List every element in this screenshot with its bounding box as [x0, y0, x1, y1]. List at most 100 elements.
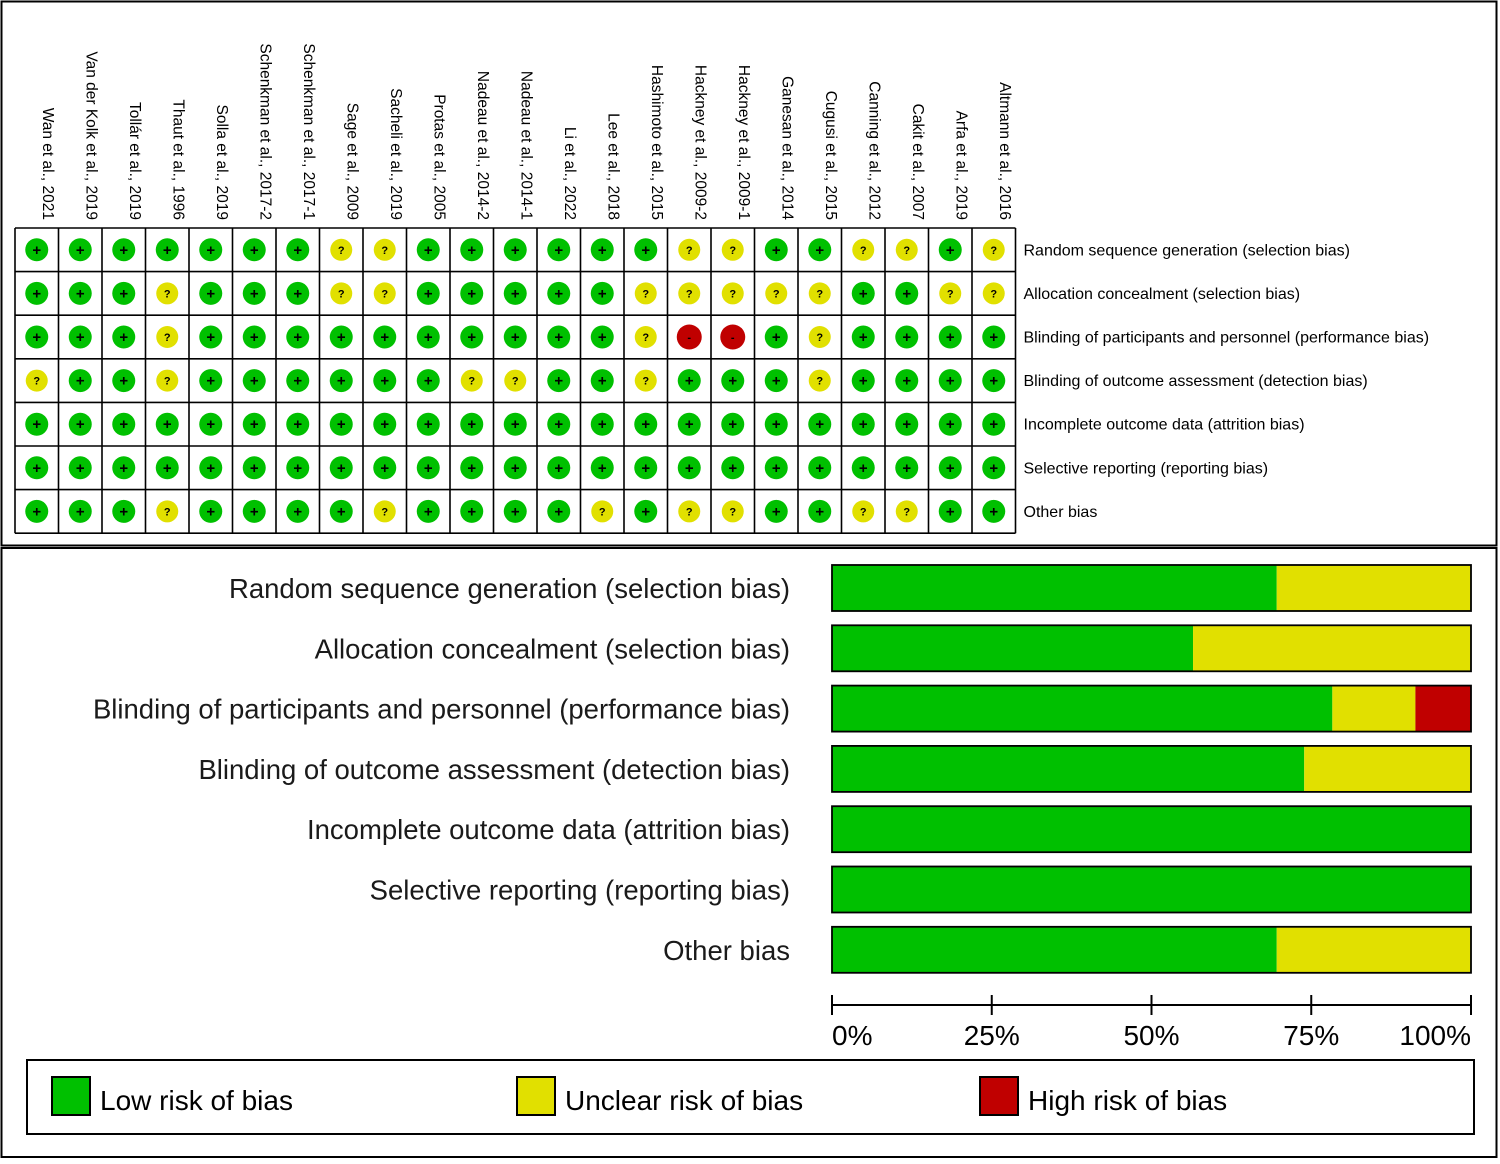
judgement-circle [112, 325, 136, 349]
judgement-cell-unclear: ? [373, 500, 396, 523]
judgement-cell-unclear: ? [678, 238, 701, 261]
category-label: Other bias [663, 935, 790, 966]
judgement-circle [678, 500, 701, 523]
judgement-cell-low: + [460, 238, 484, 262]
judgement-circle [938, 412, 962, 436]
bar-outline [831, 684, 1472, 733]
judgement-circle [112, 456, 136, 480]
judgement-cell-unclear: ? [852, 238, 875, 261]
judgement-cell-low: + [373, 369, 397, 393]
judgement-symbol: + [772, 503, 781, 520]
judgement-cell-low: + [329, 499, 353, 523]
judgement-circle [590, 325, 614, 349]
judgement-symbol: + [598, 329, 607, 346]
judgement-symbol: + [554, 242, 563, 259]
judgement-cell-low: + [155, 412, 179, 436]
judgement-symbol: + [728, 416, 737, 433]
study-label: Ganesan et al., 2014 [778, 76, 795, 220]
judgement-symbol: + [989, 503, 998, 520]
judgement-cell-unclear: ? [808, 326, 831, 348]
judgement-cell-unclear: ? [504, 369, 527, 392]
judgement-symbol: + [76, 416, 85, 433]
judgement-cell-low: + [416, 281, 440, 305]
judgement-circle [982, 369, 1006, 393]
judgement-cell-low: + [721, 369, 745, 393]
judgement-symbol: + [902, 329, 911, 346]
judgement-cell-low: + [764, 412, 788, 436]
judgement-cell-low: + [764, 238, 788, 262]
judgement-circle [677, 456, 701, 480]
judgement-circle [590, 412, 614, 436]
judgement-cell-low: + [982, 456, 1006, 480]
judgement-circle [851, 456, 875, 480]
judgement-symbol: ? [512, 376, 519, 388]
judgement-symbol: + [685, 373, 694, 390]
bar-outline [831, 805, 1472, 854]
judgement-cell-low: + [982, 325, 1006, 349]
judgement-circle [590, 238, 614, 262]
judgement-symbol: + [859, 460, 868, 477]
judgement-symbol: + [32, 503, 41, 520]
judgement-circle [547, 412, 571, 436]
judgement-circle [416, 412, 440, 436]
judgement-circle [112, 238, 136, 262]
judgement-circle [155, 456, 179, 480]
judgement-circle [764, 499, 788, 523]
judgement-cell-low: + [547, 369, 571, 393]
judgement-symbol: + [902, 373, 911, 390]
judgement-cell-low: + [25, 238, 49, 262]
judgement-symbol: + [206, 460, 215, 477]
judgement-cell-low: + [242, 369, 266, 393]
judgement-cell-low: + [851, 456, 875, 480]
study-label: Nadeau et al., 2014-1 [517, 71, 534, 220]
judgement-cell-low: + [895, 456, 919, 480]
judgement-circle [721, 456, 745, 480]
judgement-circle [504, 369, 527, 392]
judgement-cell-low: + [677, 369, 701, 393]
study-label: Hackney et al., 2009-1 [735, 65, 752, 220]
judgement-cell-low: + [68, 325, 92, 349]
judgement-circle [938, 456, 962, 480]
bar-segment-low [832, 926, 1277, 973]
judgement-symbol: ? [381, 245, 388, 257]
judgement-symbol: + [76, 285, 85, 302]
judgement-circle [721, 500, 744, 523]
judgement-symbol: + [467, 329, 476, 346]
judgement-symbol: + [32, 285, 41, 302]
bar-segment-unclear [1276, 565, 1471, 611]
bar-segment-low [832, 866, 1471, 913]
judgement-symbol: + [206, 242, 215, 259]
judgement-cell-low: + [25, 325, 49, 349]
judgement-symbol: ? [990, 245, 997, 257]
bar-segment-high [1415, 685, 1471, 732]
legend-swatch-high [979, 1076, 1019, 1116]
judgement-cell-low: + [938, 238, 962, 262]
judgement-symbol: + [250, 285, 259, 302]
judgement-circle [851, 412, 875, 436]
judgement-cell-unclear: ? [634, 326, 657, 348]
judgement-circle [678, 238, 701, 261]
judgement-cell-low: + [373, 325, 397, 349]
x-tick-label: 75% [1283, 1020, 1339, 1051]
judgement-symbol: + [554, 373, 563, 390]
judgement-symbol: + [250, 242, 259, 259]
judgement-symbol: + [902, 416, 911, 433]
judgement-symbol: + [119, 329, 128, 346]
judgement-symbol: + [641, 503, 650, 520]
judgement-symbol: + [206, 329, 215, 346]
judgement-circle [764, 456, 788, 480]
judgement-cell-low: + [416, 456, 440, 480]
judgement-circle [286, 281, 310, 305]
judgement-circle [156, 282, 179, 305]
judgement-symbol: ? [642, 288, 649, 300]
judgement-cell-unclear: ? [634, 369, 657, 392]
judgement-cell-low: + [242, 238, 266, 262]
judgement-circle [373, 412, 397, 436]
judgement-symbol: + [293, 373, 302, 390]
judgement-symbol: + [250, 460, 259, 477]
judgement-circle [634, 238, 658, 262]
judgement-cell-low: + [286, 499, 310, 523]
judgement-circle [242, 325, 266, 349]
judgement-circle [634, 326, 657, 348]
